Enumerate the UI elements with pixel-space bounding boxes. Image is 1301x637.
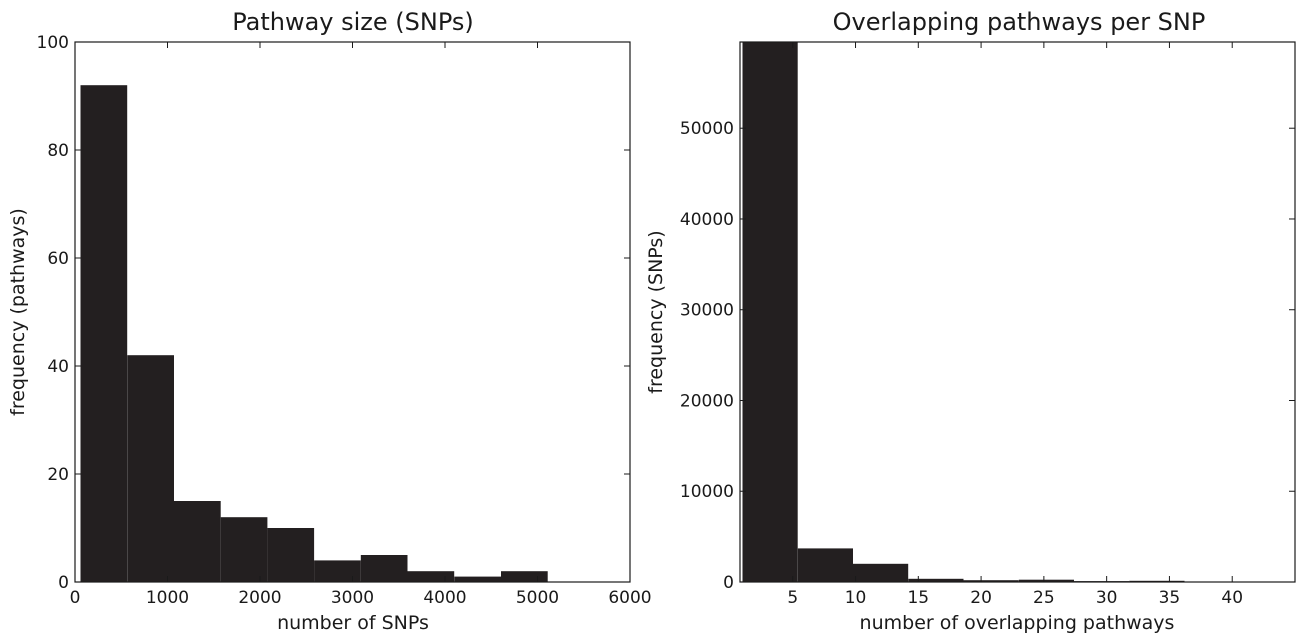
pathway-size-histogram: Pathway size (SNPs) 0 1000 2000 3000 4000 500… <box>7 8 652 634</box>
y-tick-label: 20 <box>47 465 69 485</box>
axis-ticks: 0 1000 2000 3000 4000 5000 6000 0 20 40 60 80 100 <box>37 33 652 608</box>
x-tick-label: 20 <box>970 588 992 608</box>
plot-frame <box>74 41 631 583</box>
histogram-bar <box>908 578 964 582</box>
histogram-bar <box>174 501 221 582</box>
y-axis-label: frequency (SNPs) <box>645 230 667 393</box>
x-tick-label: 30 <box>1096 588 1118 608</box>
histogram-bar <box>360 555 408 582</box>
y-tick-label: 30000 <box>680 301 734 321</box>
bars <box>80 85 548 582</box>
histogram-bar <box>220 517 268 582</box>
histogram-bar <box>80 85 128 582</box>
bars <box>742 42 1295 582</box>
x-axis-label: number of overlapping pathways <box>860 612 1175 634</box>
y-tick-label: 0 <box>723 573 734 593</box>
y-tick-label: 60 <box>47 249 69 269</box>
x-tick-label: 4000 <box>423 588 466 608</box>
x-axis-label: number of SNPs <box>277 612 429 634</box>
histogram-bar <box>963 580 1019 582</box>
histogram-bar <box>742 42 798 582</box>
x-tick-label: 0 <box>70 588 81 608</box>
y-tick-label: 80 <box>47 141 69 161</box>
x-tick-label: 15 <box>907 588 929 608</box>
histogram-bar <box>797 548 853 582</box>
histogram-bar <box>407 571 455 582</box>
y-tick-label: 100 <box>37 33 69 53</box>
chart-title: Pathway size (SNPs) <box>232 8 474 36</box>
x-tick-label: 40 <box>1221 588 1243 608</box>
y-tick-label: 40 <box>47 357 69 377</box>
chart-title: Overlapping pathways per SNP <box>833 8 1206 36</box>
x-tick-label: 10 <box>845 588 867 608</box>
x-tick-label: 25 <box>1033 588 1055 608</box>
axis-ticks: 5 10 15 20 25 30 35 40 0 10000 20000 30000 40000 5000… <box>680 42 1295 608</box>
histogram-bar <box>454 576 501 582</box>
histogram-bar <box>127 355 174 582</box>
histogram-bar <box>501 571 548 582</box>
y-tick-label: 20000 <box>680 391 734 411</box>
plot-frame <box>739 41 1296 583</box>
y-tick-label: 50000 <box>680 119 734 139</box>
overlapping-pathways-histogram: Overlapping pathways per SNP 5 10 15 20 25 30… <box>645 8 1296 634</box>
x-tick-label: 5 <box>787 588 798 608</box>
histogram-bar <box>1018 579 1074 582</box>
y-tick-label: 0 <box>58 573 69 593</box>
x-tick-label: 35 <box>1159 588 1181 608</box>
histogram-bar <box>267 528 315 582</box>
x-tick-label: 1000 <box>146 588 189 608</box>
histogram-bar <box>314 560 361 582</box>
x-tick-label: 2000 <box>238 588 281 608</box>
x-tick-label: 3000 <box>331 588 374 608</box>
y-tick-label: 10000 <box>680 482 734 502</box>
y-axis-label: frequency (pathways) <box>7 208 29 416</box>
x-tick-label: 5000 <box>516 588 559 608</box>
y-tick-label: 40000 <box>680 210 734 230</box>
histogram-bar <box>853 563 909 582</box>
x-tick-label: 6000 <box>608 588 651 608</box>
